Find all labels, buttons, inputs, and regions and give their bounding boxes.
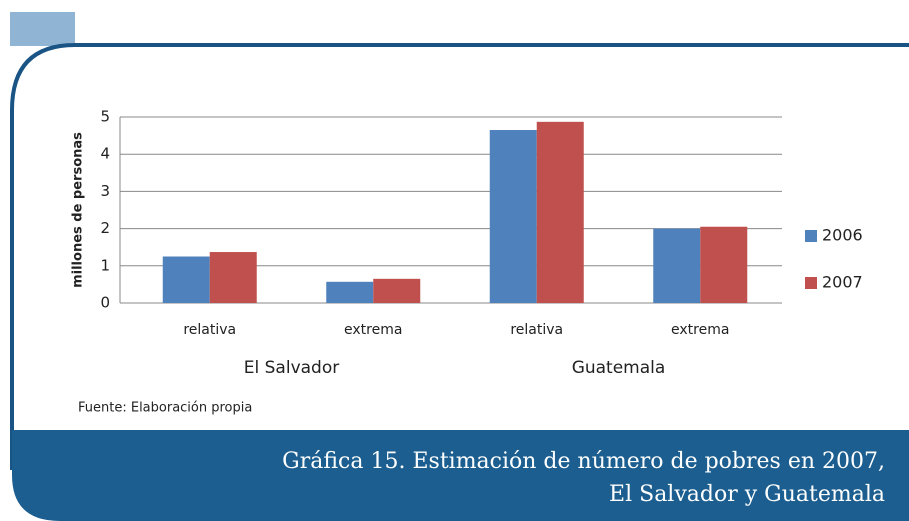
bar: [373, 278, 421, 303]
group-label: Guatemala: [572, 358, 666, 378]
y-tick-label: 3: [100, 182, 110, 200]
x-tick-label: extrema: [671, 322, 729, 338]
caption-line: Gráfica 15. Estimación de número de pobr…: [282, 449, 885, 474]
legend-label: 2007: [822, 273, 863, 292]
bar: [162, 256, 210, 303]
corner-square: [10, 12, 75, 46]
bar: [489, 130, 537, 303]
x-tick-label: relativa: [183, 322, 236, 338]
y-tick-label: 1: [100, 256, 110, 274]
group-label: El Salvador: [244, 358, 339, 378]
y-tick-label: 5: [100, 108, 110, 126]
y-tick-label: 2: [100, 219, 110, 237]
x-tick-label: relativa: [510, 322, 563, 338]
caption-line: El Salvador y Guatemala: [609, 482, 885, 507]
frame-border: [10, 43, 909, 470]
y-tick-label: 4: [100, 145, 110, 163]
legend-swatch: [805, 277, 817, 289]
y-axis-label: millones de personas: [71, 132, 86, 288]
legend-swatch: [805, 230, 817, 242]
x-tick-label: extrema: [344, 322, 402, 338]
source-note: Fuente: Elaboración propia: [78, 401, 252, 416]
bar: [700, 226, 748, 303]
legend-label: 2006: [822, 226, 863, 245]
bar: [209, 252, 257, 303]
bar: [326, 281, 374, 303]
bar: [653, 228, 701, 303]
y-tick-label: 0: [100, 294, 110, 312]
caption-banner: [12, 430, 909, 521]
bar: [536, 121, 584, 303]
